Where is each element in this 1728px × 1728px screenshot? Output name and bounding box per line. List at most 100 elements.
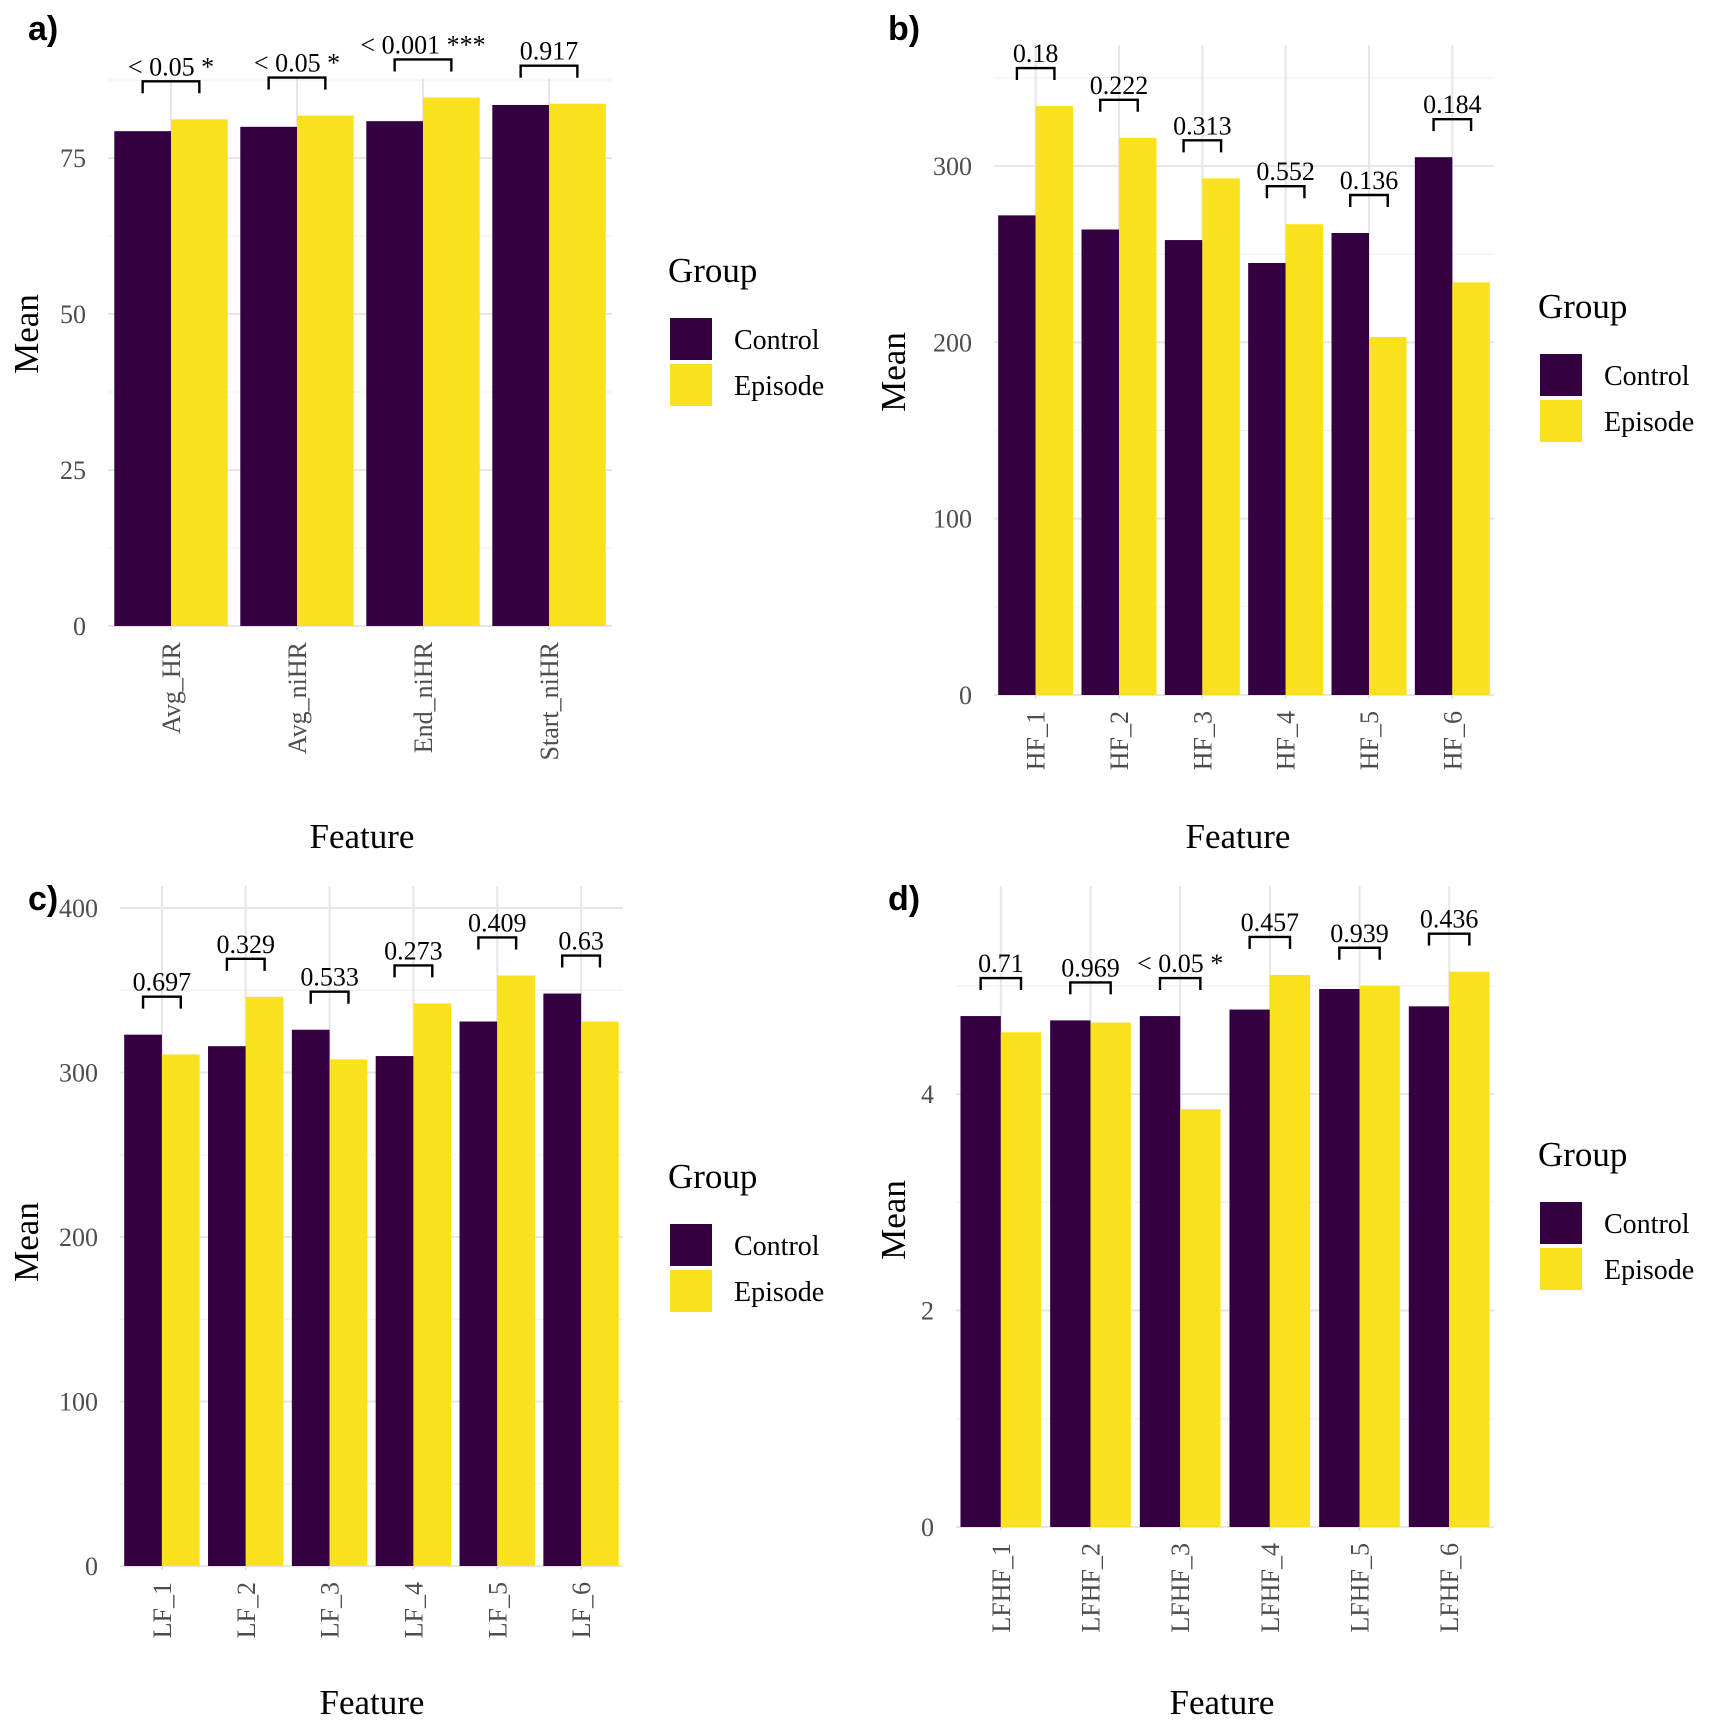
significance-bracket (393, 964, 434, 978)
legend-label-control: Control (734, 1231, 820, 1262)
bar-control-HF_6 (1414, 157, 1453, 695)
p-value-label: 0.697 (133, 968, 192, 997)
y-tick-label: 75 (60, 144, 86, 173)
bar-control-HF_1 (998, 215, 1036, 695)
p-value-label: 0.457 (1241, 908, 1300, 937)
bar-control-LFHF_3 (1139, 1016, 1181, 1527)
p-value-label: 0.222 (1090, 71, 1149, 100)
y-tick-label: 200 (933, 328, 972, 357)
significance-bracket (309, 990, 350, 1004)
legend-title: Group (1538, 287, 1627, 326)
legend-label-episode: Episode (1604, 1255, 1694, 1286)
bar-episode-LFHF_5 (1359, 985, 1400, 1527)
chart-panel-4: 0 2 4 LFHF_1 LFHF_2 LFHF_3 LFHF_4 LFHF_5 LFHF_6 0… (874, 880, 1694, 1722)
chart-panel-1: 0 25 50 75 Avg_HR Avg_niHR End_niHR Start_niHR <… (7, 10, 824, 856)
x-axis-title: Feature (310, 817, 415, 856)
legend: Group Control Episode (668, 251, 824, 406)
bar-episode-LFHF_2 (1090, 1022, 1131, 1527)
significance-bracket (1265, 184, 1306, 199)
x-tick-label: Avg_niHR (283, 641, 312, 754)
x-tick-label: HF_4 (1272, 711, 1301, 770)
y-tick-label: 0 (921, 1513, 934, 1542)
bar-episode-Avg_HR (171, 119, 228, 626)
legend-key-control (1540, 1202, 1582, 1244)
bar-episode-Start_niHR (549, 103, 606, 627)
y-tick-label: 100 (59, 1388, 98, 1417)
bar-episode-LFHF_1 (1000, 1032, 1042, 1527)
p-value-label: 0.313 (1173, 111, 1232, 140)
x-tick-label: Avg_HR (157, 641, 186, 734)
p-value-label: < 0.05 * (254, 49, 340, 78)
x-tick-label: HF_3 (1188, 711, 1217, 770)
x-tick-label: LFHF_2 (1077, 1543, 1106, 1633)
legend-key-episode (670, 364, 712, 406)
significance-bracket (1069, 981, 1112, 995)
p-value-label: 0.552 (1256, 157, 1315, 186)
bar-episode-LF_4 (413, 1003, 452, 1566)
panel-letter: b) (888, 10, 920, 48)
legend-label-control: Control (1604, 1209, 1690, 1240)
bar-episode-LF_6 (581, 1021, 619, 1566)
bar-control-LF_2 (208, 1046, 246, 1566)
y-tick-label: 2 (921, 1297, 934, 1326)
x-axis-title: Feature (320, 1683, 425, 1722)
p-value-label: 0.436 (1420, 905, 1479, 934)
p-value-label: 0.329 (217, 930, 276, 959)
legend-key-episode (1540, 1248, 1582, 1290)
significance-bracket (1338, 946, 1381, 960)
bar-episode-HF_5 (1369, 337, 1407, 695)
bar-control-LFHF_4 (1229, 1009, 1270, 1527)
legend: Group Control Episode (668, 1157, 824, 1312)
bar-control-End_niHR (366, 121, 423, 627)
legend-label-episode: Episode (734, 371, 824, 402)
bar-control-HF_5 (1331, 233, 1369, 696)
bar-episode-LF_1 (161, 1054, 200, 1566)
bar-control-Start_niHR (492, 104, 549, 626)
x-axis-title: Feature (1170, 1683, 1275, 1722)
chart-panel-3: 0 100 200 300 400 LF_1 LF_2 LF_3 LF_4 LF_5 LF_6 0.6… (7, 880, 824, 1722)
x-tick-label: LFHF_4 (1256, 1543, 1285, 1633)
bar-episode-Avg_niHR (297, 115, 354, 627)
p-value-label: 0.63 (558, 927, 604, 956)
bar-episode-HF_6 (1452, 282, 1490, 695)
bar-episode-End_niHR (423, 97, 480, 627)
significance-bracket (225, 957, 266, 971)
x-tick-label: LF_3 (316, 1582, 345, 1638)
x-tick-label: LF_1 (148, 1582, 177, 1638)
bar-control-Avg_niHR (240, 126, 297, 627)
bar-control-HF_2 (1081, 229, 1119, 696)
x-tick-label: LF_5 (483, 1582, 512, 1638)
y-tick-label: 200 (59, 1223, 98, 1252)
bar-episode-LFHF_4 (1269, 974, 1311, 1527)
y-axis-title: Mean (874, 1180, 913, 1260)
legend: Group Control Episode (1538, 1135, 1694, 1290)
y-tick-label: 300 (933, 152, 972, 181)
significance-bracket (1099, 98, 1139, 112)
significance-bracket (1182, 139, 1223, 153)
chart-panel-2: 0 100 200 300 HF_1 HF_2 HF_3 HF_4 HF_5 HF_6 0.18 0.… (874, 10, 1694, 856)
bar-episode-LF_5 (497, 975, 535, 1566)
legend-label-episode: Episode (1604, 407, 1694, 438)
legend-label-control: Control (1604, 361, 1690, 392)
significance-bracket (1432, 117, 1473, 132)
y-axis-title: Mean (874, 332, 913, 412)
p-value-label: 0.184 (1423, 90, 1482, 119)
significance-bracket (1015, 66, 1056, 81)
bar-control-Avg_HR (114, 131, 171, 626)
significance-bracket (267, 76, 327, 90)
panel-letter: a) (28, 10, 58, 48)
legend-key-episode (670, 1270, 712, 1312)
significance-bracket (141, 80, 201, 94)
y-tick-label: 25 (60, 456, 86, 485)
p-value-label: 0.71 (978, 949, 1024, 978)
bar-control-LF_6 (543, 993, 582, 1566)
legend-label-episode: Episode (734, 1277, 824, 1308)
y-axis-title: Mean (7, 1202, 46, 1282)
panel-letter: d) (888, 880, 920, 918)
legend-label-control: Control (734, 325, 820, 356)
legend-key-control (670, 1224, 712, 1266)
bar-episode-HF_2 (1119, 137, 1157, 695)
legend-key-episode (1540, 400, 1582, 442)
y-tick-label: 100 (933, 505, 972, 534)
